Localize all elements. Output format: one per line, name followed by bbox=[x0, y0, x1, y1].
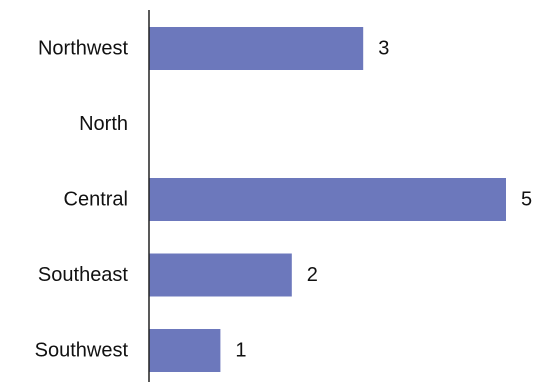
labels-group: Northwest 3 North Central 5 Southeast 2 Southwe… bbox=[35, 38, 533, 362]
bar-northwest bbox=[149, 27, 364, 70]
category-label-central: Central bbox=[64, 189, 128, 211]
category-label-north: North bbox=[79, 113, 128, 135]
bar-southwest bbox=[149, 329, 221, 372]
data-label-central: 5 bbox=[521, 189, 532, 211]
data-label-southeast: 2 bbox=[307, 264, 318, 286]
category-label-southwest: Southwest bbox=[35, 340, 129, 362]
category-label-northwest: Northwest bbox=[38, 38, 128, 60]
data-label-northwest: 3 bbox=[378, 38, 389, 60]
bar-central bbox=[149, 178, 506, 221]
category-label-southeast: Southeast bbox=[38, 264, 129, 286]
bar-southeast bbox=[149, 253, 292, 297]
bars-group bbox=[149, 27, 506, 372]
data-label-southwest: 1 bbox=[235, 340, 246, 362]
